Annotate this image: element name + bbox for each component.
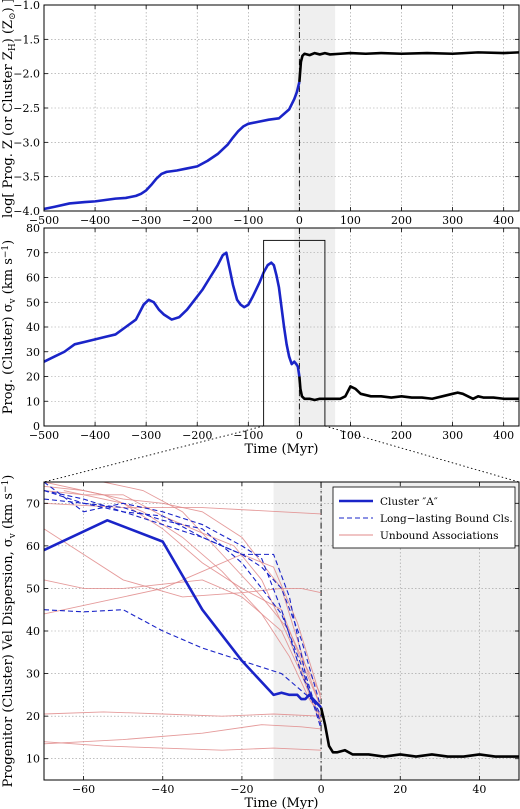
x-tick-label: −300: [131, 214, 161, 227]
series-group: [44, 251, 519, 402]
x-tick-label: 300: [442, 214, 463, 227]
y-tick-label: 20: [26, 371, 40, 384]
y-tick-label: −1.0: [13, 0, 40, 12]
bound-cluster-line: [44, 482, 322, 717]
y-tick-label: 30: [26, 346, 40, 359]
x-axis-label: Time (Myr): [245, 442, 319, 457]
y-tick-label: 10: [26, 395, 40, 408]
x-tick-label: −400: [80, 214, 110, 227]
x-tick-label: −20: [230, 783, 253, 796]
bound-cluster-line: [44, 498, 322, 730]
x-tick-label: −500: [29, 429, 59, 442]
series-group: [44, 51, 519, 211]
unbound-association-line: [44, 724, 322, 745]
legend: Cluster ″A″ Long−lasting Bound Cls. Unboun…: [332, 486, 516, 549]
unbound-association-line: [44, 711, 322, 717]
y-tick-label: −2.0: [13, 68, 40, 81]
y-tick-label: 70: [26, 247, 40, 260]
y-tick-label: 0: [33, 420, 40, 433]
zoom-connector-left: [43, 425, 264, 483]
metallicity-line: [298, 51, 519, 83]
y-tick-label: 10: [26, 753, 40, 766]
x-tick-label: −200: [182, 214, 212, 227]
x-tick-label: −40: [151, 783, 174, 796]
x-tick-label: 0: [296, 214, 303, 227]
unbound-association-line: [44, 482, 322, 717]
unbound-association-line: [44, 502, 322, 515]
legend-label: Unbound Associations: [380, 530, 498, 542]
x-tick-label: −60: [72, 783, 95, 796]
zoom-connector-lines: [43, 425, 520, 483]
y-axis-label: Progenitor (Cluster) Vel Dispersion, σv …: [1, 475, 18, 788]
x-tick-label: −400: [80, 429, 110, 442]
unbound-association-line: [44, 579, 322, 725]
y-tick-label: 70: [26, 497, 40, 510]
bound-cluster-line: [44, 609, 322, 709]
y-tick-label: 50: [26, 582, 40, 595]
unbound-association-line: [63, 490, 322, 708]
zoom-connector-right: [324, 425, 520, 483]
x-axis-label: Time (Myr): [245, 796, 319, 809]
x-tick-label: −300: [131, 429, 161, 442]
y-tick-label: −3.5: [13, 171, 40, 184]
y-tick-label: 40: [26, 321, 40, 334]
y-tick-label: 80: [26, 222, 40, 235]
y-tick-label: 40: [26, 625, 40, 638]
x-tick-label: −100: [233, 214, 263, 227]
x-tick-label: 100: [340, 214, 361, 227]
metallicity-line: [44, 81, 301, 211]
legend-label: Cluster ″A″: [380, 496, 438, 508]
x-tick-label: 0: [296, 429, 303, 442]
y-tick-label: 20: [26, 710, 40, 723]
x-tick-label: 100: [340, 429, 361, 442]
unbound-association-line: [44, 490, 322, 721]
x-tick-label: 20: [393, 783, 407, 796]
x-tick-label: 300: [442, 429, 463, 442]
zoomed-velocity-dispersion-panel: −60 −40 −20 0 20 40 10 20 30 40 50 60 70 Progenitor (…: [1, 475, 520, 809]
x-tick-label: −200: [182, 429, 212, 442]
cluster-a-continuation-line: [319, 707, 519, 758]
y-tick-label: 50: [26, 296, 40, 309]
y-tick-label: −3.0: [13, 136, 40, 149]
series-group: [44, 482, 519, 758]
x-tick-label: 400: [493, 429, 514, 442]
x-tick-label: −100: [233, 429, 263, 442]
y-tick-label: −2.5: [13, 102, 40, 115]
x-tick-label: 400: [493, 214, 514, 227]
y-tick-label: −1.5: [13, 33, 40, 46]
unbound-association-line: [44, 485, 322, 708]
y-tick-label: 30: [26, 668, 40, 681]
velocity-dispersion-panel: −500 −400 −300 −200 −100 0 100 200 300 400 0 10 20 30…: [1, 222, 520, 457]
x-tick-label: 40: [472, 783, 486, 796]
y-tick-label: 60: [26, 272, 40, 285]
legend-label: Long−lasting Bound Cls.: [380, 513, 513, 525]
x-tick-label: 0: [318, 783, 325, 796]
velocity-dispersion-line: [44, 251, 301, 377]
y-tick-label: 60: [26, 540, 40, 553]
metallicity-panel: −500 −400 −300 −200 −100 0 100 200 300 400 −4.0 −3.…: [1, 0, 520, 227]
x-tick-label: 200: [391, 214, 412, 227]
unbound-association-line: [103, 482, 322, 696]
y-axis-label: Prog. (Cluster) σv (km s−1): [1, 240, 18, 414]
bound-cluster-line: [44, 489, 322, 708]
y-axis-label: log[ Prog. Z (or Cluster ZH) (Z⊙) ]: [1, 0, 18, 218]
cluster-a-line: [44, 519, 323, 709]
x-tick-label: −500: [29, 214, 59, 227]
velocity-dispersion-line: [298, 376, 519, 402]
x-tick-label: 200: [391, 429, 412, 442]
y-tick-label: −4.0: [13, 205, 40, 218]
unbound-association-line: [44, 741, 322, 751]
